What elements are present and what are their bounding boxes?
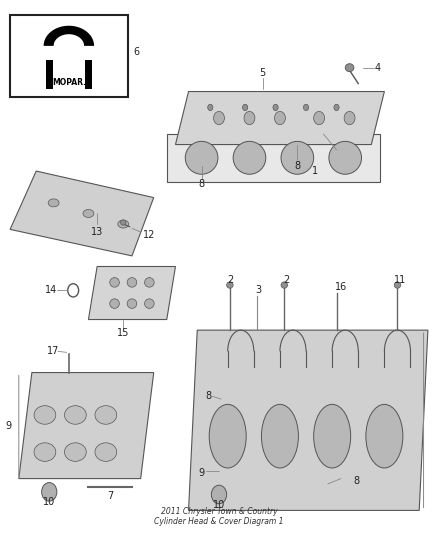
Text: 8: 8 (294, 161, 300, 171)
Ellipse shape (120, 220, 126, 225)
Text: 12: 12 (143, 230, 155, 240)
Ellipse shape (275, 111, 286, 125)
Text: 11: 11 (393, 274, 406, 285)
Text: 17: 17 (47, 346, 60, 357)
Ellipse shape (118, 220, 129, 228)
Ellipse shape (110, 278, 119, 287)
Text: 8: 8 (353, 477, 359, 486)
Text: 16: 16 (335, 281, 347, 292)
Ellipse shape (34, 406, 56, 424)
Ellipse shape (48, 199, 59, 207)
Text: 4: 4 (375, 63, 381, 72)
Ellipse shape (145, 299, 154, 309)
Text: 5: 5 (259, 68, 266, 78)
FancyBboxPatch shape (85, 60, 92, 88)
Text: 6: 6 (133, 47, 139, 56)
Ellipse shape (214, 111, 224, 125)
Ellipse shape (281, 141, 314, 174)
Ellipse shape (209, 405, 246, 468)
Ellipse shape (226, 282, 233, 288)
Text: 15: 15 (117, 328, 130, 338)
Ellipse shape (42, 482, 57, 501)
Ellipse shape (261, 405, 298, 468)
Ellipse shape (208, 104, 213, 111)
Ellipse shape (233, 141, 266, 174)
Text: 9: 9 (198, 469, 205, 478)
Polygon shape (10, 171, 154, 256)
Text: 2: 2 (227, 274, 233, 285)
Ellipse shape (366, 405, 403, 468)
Text: 7: 7 (107, 490, 113, 500)
Text: 2011 Chrysler Town & Country
Cylinder Head & Cover Diagram 1: 2011 Chrysler Town & Country Cylinder He… (154, 507, 284, 526)
Text: 10: 10 (43, 497, 55, 507)
Ellipse shape (281, 282, 288, 288)
Ellipse shape (273, 104, 278, 111)
Ellipse shape (243, 104, 248, 111)
Ellipse shape (185, 141, 218, 174)
Ellipse shape (34, 443, 56, 462)
Ellipse shape (95, 443, 117, 462)
Text: 3: 3 (255, 285, 261, 295)
Text: 9: 9 (6, 421, 12, 431)
FancyBboxPatch shape (46, 60, 53, 88)
Ellipse shape (329, 141, 361, 174)
Ellipse shape (344, 111, 355, 125)
Ellipse shape (394, 282, 401, 288)
Text: 2: 2 (283, 274, 290, 285)
Ellipse shape (64, 443, 86, 462)
Ellipse shape (314, 405, 351, 468)
Ellipse shape (110, 299, 119, 309)
Text: 8: 8 (205, 391, 211, 401)
Polygon shape (167, 134, 380, 182)
Polygon shape (188, 330, 428, 511)
Ellipse shape (314, 111, 325, 125)
Ellipse shape (212, 485, 226, 504)
Text: 13: 13 (91, 227, 103, 237)
Ellipse shape (127, 299, 137, 309)
Ellipse shape (345, 63, 354, 71)
Ellipse shape (95, 406, 117, 424)
Text: 8: 8 (198, 179, 205, 189)
Text: 10: 10 (213, 500, 225, 510)
Ellipse shape (304, 104, 309, 111)
Ellipse shape (145, 278, 154, 287)
Polygon shape (176, 92, 385, 144)
Text: 14: 14 (45, 285, 57, 295)
Text: 1: 1 (312, 166, 318, 176)
Ellipse shape (244, 111, 255, 125)
Ellipse shape (334, 104, 339, 111)
Ellipse shape (64, 406, 86, 424)
Ellipse shape (83, 209, 94, 217)
Polygon shape (19, 373, 154, 479)
Text: MOPAR.: MOPAR. (52, 77, 86, 86)
FancyBboxPatch shape (10, 14, 127, 97)
Polygon shape (88, 266, 176, 319)
Polygon shape (44, 26, 94, 46)
Ellipse shape (127, 278, 137, 287)
